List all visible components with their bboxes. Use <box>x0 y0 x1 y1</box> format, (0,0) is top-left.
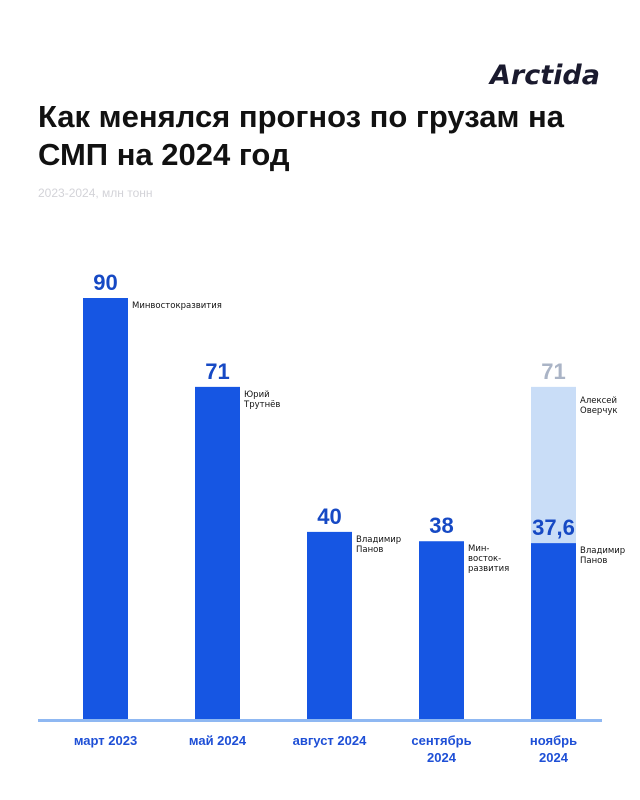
bar-note: Владимир Панов <box>356 535 401 555</box>
x-tick-label: май 2024 <box>189 733 247 748</box>
bar-value: 90 <box>93 270 117 295</box>
x-tick-label: март 2023 <box>74 733 137 748</box>
bar <box>419 541 464 719</box>
bar-value: 40 <box>317 504 341 529</box>
bar-value: 37,6 <box>532 515 575 540</box>
bar-value: 71 <box>205 359 229 384</box>
chart-subtitle: 2023-2024, млн тонн <box>38 186 153 200</box>
bar-note: Мин-восток-развития <box>468 544 509 574</box>
bar-value: 38 <box>429 513 453 538</box>
bar-note: Минвостокразвития <box>132 301 222 311</box>
bar <box>531 543 576 719</box>
bar-value-upper: 71 <box>541 359 565 384</box>
bar <box>307 531 352 719</box>
page-title: Как менялся прогноз по грузам на СМП на … <box>38 99 564 172</box>
x-tick-label: ноябрь 2024 <box>530 733 577 765</box>
bar <box>195 386 240 719</box>
bar-note: Юрий Трутнёв <box>243 390 280 410</box>
x-axis-line <box>38 719 602 722</box>
bar <box>83 298 128 719</box>
x-tick-label: август 2024 <box>293 733 367 748</box>
bar-note-upper: Алексей Оверчук <box>580 396 618 416</box>
bar-note: Владимир Панов <box>580 546 625 566</box>
arctida-logo: Arctida <box>490 60 600 91</box>
x-tick-label: сентябрь 2024 <box>411 733 471 765</box>
bar-upper-segment <box>531 386 576 544</box>
